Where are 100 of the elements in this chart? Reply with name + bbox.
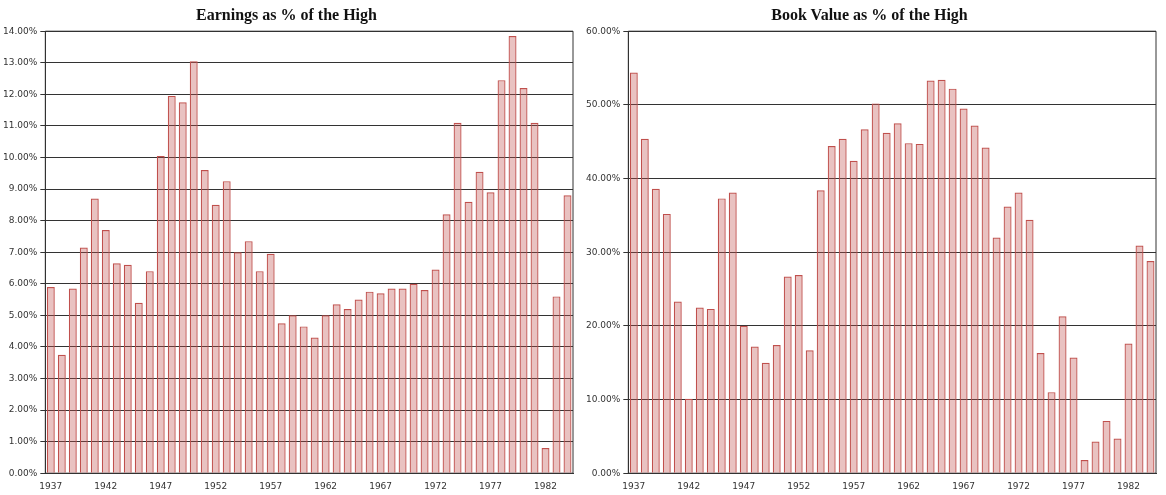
y-tick-label: 14.00% xyxy=(2,25,38,36)
bar xyxy=(200,170,209,473)
bar xyxy=(487,193,494,473)
bar xyxy=(112,263,121,473)
bar xyxy=(211,204,220,473)
bar xyxy=(134,302,143,473)
bar xyxy=(310,337,319,473)
bar xyxy=(860,129,869,473)
y-tick-label: 11.00% xyxy=(2,120,38,131)
bar xyxy=(838,138,847,473)
bar xyxy=(420,290,429,473)
bar xyxy=(1124,343,1133,473)
y-tick-label: 13.00% xyxy=(2,57,38,68)
bar xyxy=(509,37,516,473)
bar xyxy=(949,89,956,473)
bar xyxy=(827,146,836,473)
bar xyxy=(233,252,242,473)
bar xyxy=(178,102,187,473)
bar xyxy=(57,354,66,473)
bar xyxy=(750,346,759,473)
bar xyxy=(520,89,527,473)
bar xyxy=(893,123,902,473)
bar xyxy=(1004,207,1011,473)
x-tick-label: 1982 xyxy=(534,480,557,491)
bar xyxy=(915,143,924,473)
x-tick-label: 1947 xyxy=(732,480,756,491)
bar xyxy=(145,271,154,473)
bar xyxy=(761,362,770,473)
y-tick-label: 3.00% xyxy=(8,372,38,383)
bar xyxy=(79,247,88,473)
bar xyxy=(1048,393,1055,473)
x-tick-label: 1972 xyxy=(1007,480,1031,491)
bar xyxy=(332,304,341,473)
y-tick-label: 40.00% xyxy=(585,172,621,183)
bar xyxy=(794,275,803,473)
bar xyxy=(805,350,814,473)
bar xyxy=(68,288,77,473)
bar xyxy=(101,230,110,473)
x-tick-label: 1967 xyxy=(369,480,393,491)
x-tick-label: 1962 xyxy=(314,480,338,491)
y-tick-label: 9.00% xyxy=(8,183,38,194)
bar xyxy=(365,291,374,473)
chart-title: Earnings as % of the High xyxy=(196,5,378,24)
bar xyxy=(409,283,418,473)
y-tick-label: 8.00% xyxy=(8,214,38,225)
bar xyxy=(882,132,891,473)
x-tick-label: 1952 xyxy=(204,480,228,491)
bar xyxy=(1147,262,1154,473)
bar xyxy=(937,79,946,473)
bar xyxy=(1015,193,1022,473)
bar xyxy=(959,108,968,473)
bar xyxy=(1135,245,1144,473)
bar xyxy=(662,213,671,473)
x-tick-label: 1982 xyxy=(1117,480,1140,491)
y-tick-label: 0.00% xyxy=(8,467,38,478)
bar xyxy=(673,301,682,473)
x-tick-label: 1977 xyxy=(479,480,502,491)
bar xyxy=(926,80,935,473)
x-tick-label: 1957 xyxy=(842,480,866,491)
bar xyxy=(498,81,505,473)
bar xyxy=(167,95,176,473)
bar xyxy=(354,299,363,473)
bar xyxy=(255,271,264,473)
bar xyxy=(904,143,913,473)
bar xyxy=(982,148,989,473)
x-tick-label: 1937 xyxy=(622,480,646,491)
bar xyxy=(717,198,726,473)
y-tick-label: 50.00% xyxy=(585,99,621,110)
bar xyxy=(871,103,880,473)
bar xyxy=(1026,220,1033,473)
bar xyxy=(739,325,748,473)
bar xyxy=(343,309,352,473)
bar xyxy=(442,214,451,473)
bar xyxy=(640,138,649,473)
y-tick-label: 4.00% xyxy=(8,341,38,352)
bar xyxy=(189,61,198,473)
bar xyxy=(277,323,286,473)
bar xyxy=(695,307,704,473)
bar xyxy=(728,192,737,473)
bar xyxy=(266,253,275,473)
bar xyxy=(476,172,483,473)
bar xyxy=(992,237,1001,473)
bar xyxy=(46,286,55,473)
bar xyxy=(376,293,385,473)
y-tick-label: 30.00% xyxy=(585,246,621,257)
x-tick-label: 1942 xyxy=(677,480,701,491)
bar xyxy=(123,264,132,473)
chart-title: Book Value as % of the High xyxy=(771,5,968,24)
bar xyxy=(772,345,781,473)
y-tick-label: 7.00% xyxy=(8,246,38,257)
x-tick-label: 1937 xyxy=(39,480,63,491)
bar xyxy=(564,196,571,473)
y-tick-label: 1.00% xyxy=(8,435,38,446)
bar xyxy=(244,241,253,473)
x-tick-label: 1952 xyxy=(787,480,811,491)
y-tick-label: 10.00% xyxy=(2,151,38,162)
x-tick-label: 1957 xyxy=(259,480,283,491)
x-tick-label: 1972 xyxy=(424,480,448,491)
x-tick-label: 1962 xyxy=(897,480,921,491)
y-tick-label: 5.00% xyxy=(8,309,38,320)
